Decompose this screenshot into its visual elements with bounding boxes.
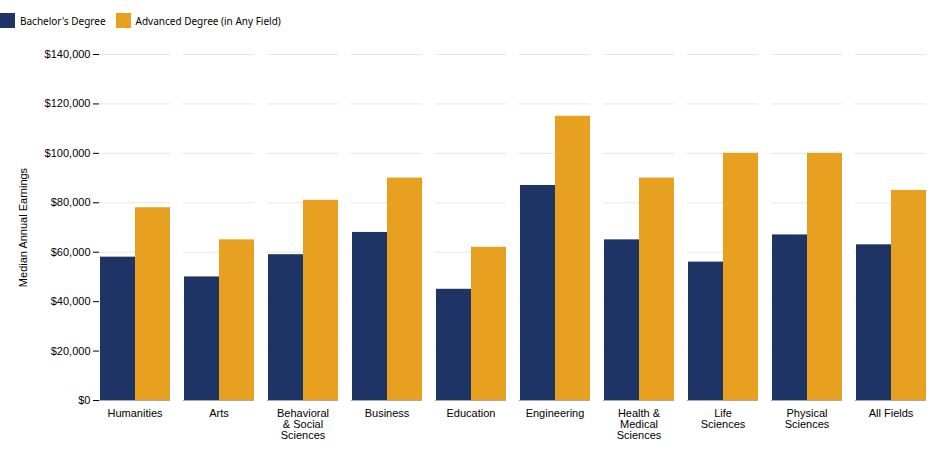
svg-text:Engineering: Engineering: [526, 407, 585, 419]
svg-text:$20,000: $20,000: [51, 345, 91, 357]
svg-text:LifeSciences: LifeSciences: [701, 407, 746, 430]
svg-text:$0: $0: [78, 394, 90, 406]
html-text:Advanced Degree (in Any Field): Advanced Degree (in Any Field): [135, 13, 281, 28]
svg-text:Business: Business: [365, 407, 410, 419]
svg-text:All Fields: All Fields: [869, 407, 914, 419]
svg-text:$60,000: $60,000: [51, 246, 91, 258]
svg-text:Health &MedicalSciences: Health &MedicalSciences: [617, 407, 662, 441]
svg-text:Education: Education: [447, 407, 496, 419]
html-text:Bachelor's Degree: Bachelor's Degree: [20, 13, 106, 28]
svg-text:$140,000: $140,000: [45, 48, 91, 60]
svg-text:$120,000: $120,000: [45, 97, 91, 109]
svg-text:PhysicalSciences: PhysicalSciences: [785, 407, 830, 430]
svg-text:$40,000: $40,000: [51, 295, 91, 307]
svg-text:$100,000: $100,000: [45, 147, 91, 159]
svg-text:Humanities: Humanities: [107, 407, 163, 419]
svg-text:Arts: Arts: [209, 407, 229, 419]
svg-text:Behavioral& SocialSciences: Behavioral& SocialSciences: [277, 407, 329, 441]
svg-text:Median Annual Earnings: Median Annual Earnings: [17, 167, 29, 287]
svg-text:$80,000: $80,000: [51, 196, 91, 208]
